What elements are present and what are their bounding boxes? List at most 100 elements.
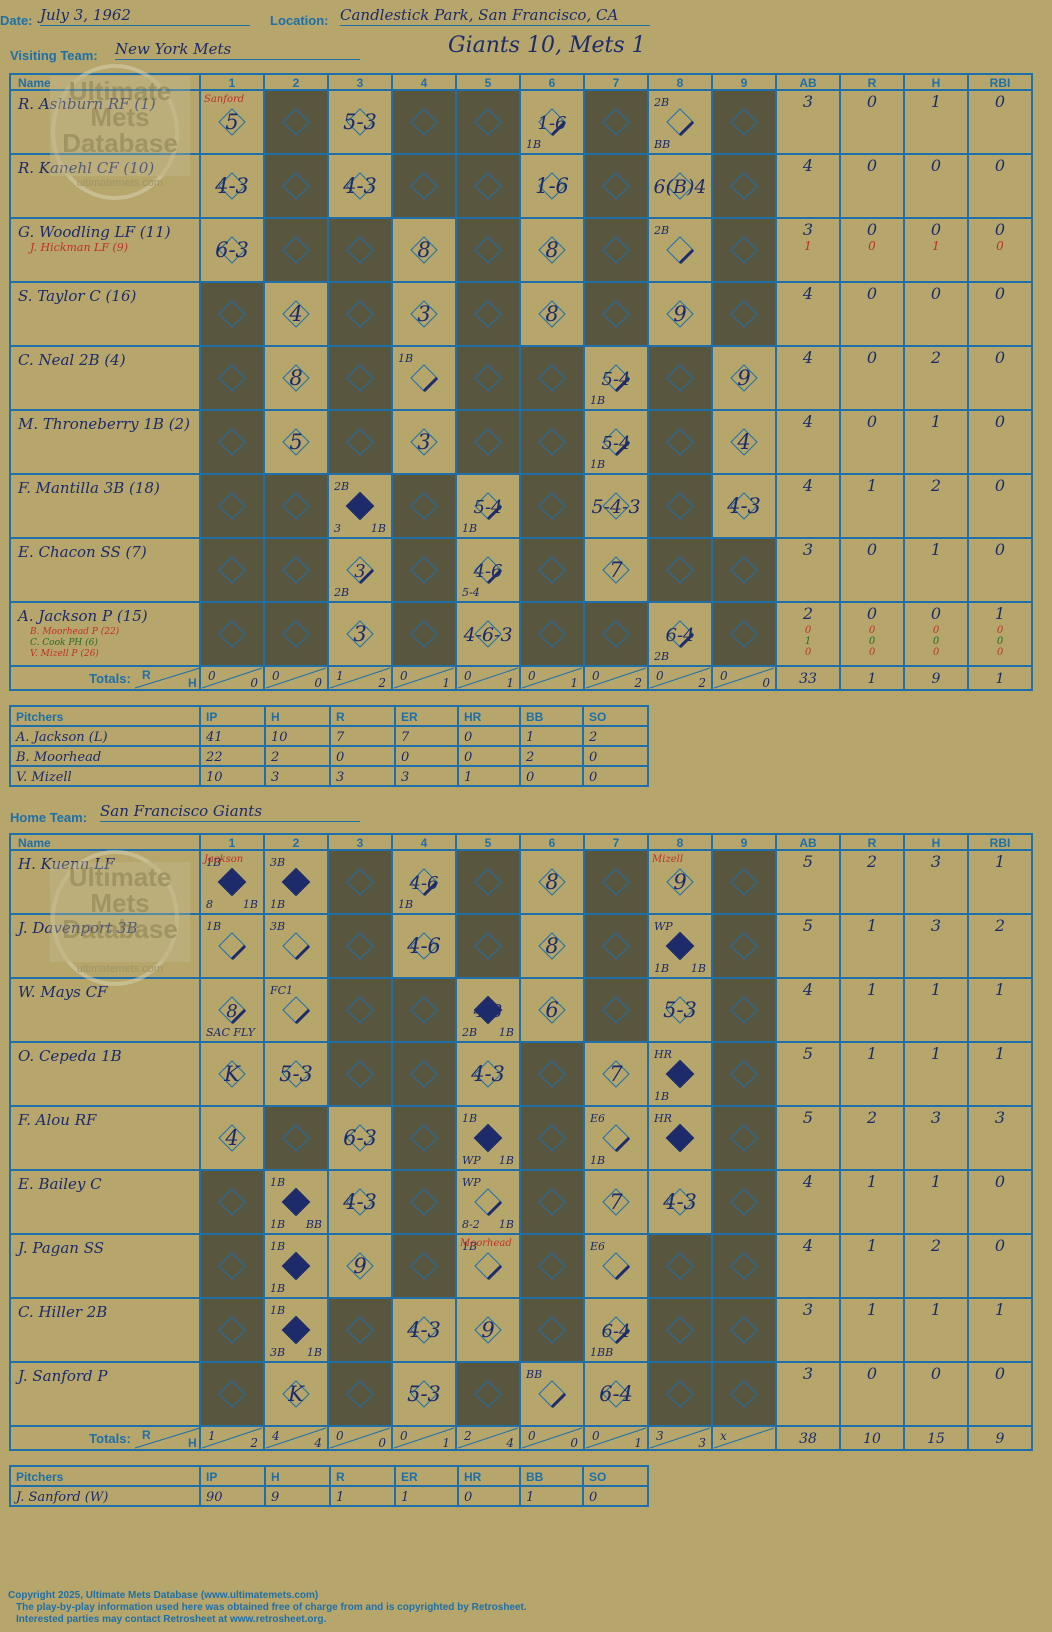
inning-runs: 0 xyxy=(528,669,536,683)
empty-inning-cell xyxy=(520,410,584,474)
play-notation: 1B xyxy=(462,522,477,535)
base-diamond xyxy=(218,1316,246,1344)
inning-header-2: 2 xyxy=(293,836,300,850)
inning-hits: 4 xyxy=(313,1436,322,1450)
base-diamond xyxy=(666,236,694,264)
empty-inning-cell xyxy=(392,538,456,602)
base-diamond xyxy=(346,172,374,200)
pitchers-header: BB xyxy=(526,710,544,724)
inning-runs: 0 xyxy=(272,669,280,683)
base-diamond xyxy=(538,996,566,1024)
location-value: Candlestick Park, San Francisco, CA xyxy=(340,6,650,26)
base-diamond xyxy=(602,300,630,328)
inning-runs: 0 xyxy=(336,1429,344,1443)
visitors-pitchers-table: Pitchers IP H R ER HR BB SOA. Jackson (L) 41 10 7 7… xyxy=(9,705,649,787)
empty-inning-cell xyxy=(200,538,264,602)
player-stat-r: 0 xyxy=(867,156,877,175)
name-column-header: Name xyxy=(18,76,51,90)
player-stat-h: 2 xyxy=(930,348,941,367)
base-diamond xyxy=(282,300,310,328)
base-diamond xyxy=(282,236,310,264)
empty-inning-cell xyxy=(328,282,392,346)
base-diamond xyxy=(538,172,566,200)
inning-header-5: 5 xyxy=(485,836,492,850)
play-notation: 3B xyxy=(270,1346,285,1359)
player-stat-h: 0 xyxy=(931,156,941,175)
player-name: E. Bailey C xyxy=(17,1175,102,1193)
inning-hits: 0 xyxy=(314,676,322,690)
player-stat-r: 2 xyxy=(866,1108,877,1127)
substitute-name: C. Cook PH (6) xyxy=(30,637,98,648)
empty-inning-cell xyxy=(712,1042,776,1106)
play-notation: WP xyxy=(462,1154,481,1167)
basepath-mark xyxy=(614,1264,631,1281)
inning-runs: 2 xyxy=(463,1429,472,1443)
player-stat-h: 1 xyxy=(931,980,941,999)
pitcher-stat: 3 xyxy=(271,770,279,785)
run-scored-diamond xyxy=(473,1123,503,1153)
base-diamond xyxy=(410,108,438,136)
base-diamond xyxy=(218,236,246,264)
empty-inning-cell xyxy=(328,850,392,914)
inning-runs: 4 xyxy=(271,1429,280,1443)
base-diamond xyxy=(730,172,758,200)
inning-header-1: 1 xyxy=(229,76,236,90)
empty-inning-cell xyxy=(520,1042,584,1106)
play-notation: 1B xyxy=(462,1112,477,1125)
base-diamond xyxy=(474,300,502,328)
play-notation: 7 xyxy=(609,1190,623,1214)
inning-header-9: 9 xyxy=(741,836,748,850)
base-diamond xyxy=(666,492,694,520)
inning-hits: 1 xyxy=(570,676,578,690)
pitcher-name: A. Jackson (L) xyxy=(15,730,108,745)
home-team-value: San Francisco Giants xyxy=(100,802,360,822)
player-name: M. Throneberry 1B (2) xyxy=(17,415,190,433)
base-diamond xyxy=(666,996,694,1024)
empty-inning-cell xyxy=(392,1170,456,1234)
play-notation: 3 xyxy=(417,430,430,454)
play-notation: 5 xyxy=(289,430,302,454)
play-notation: 8 xyxy=(206,898,213,911)
base-diamond xyxy=(730,1124,758,1152)
empty-inning-cell xyxy=(712,1362,776,1426)
pitcher-stat: 2 xyxy=(270,750,279,765)
player-stat-ab: 0 xyxy=(805,625,812,636)
inning-runs: 3 xyxy=(656,1429,664,1443)
player-stat-r: 0 xyxy=(869,625,876,636)
play-notation: 1B xyxy=(270,898,285,911)
base-diamond xyxy=(474,1380,502,1408)
play-notation: 3B xyxy=(270,856,285,869)
empty-inning-cell xyxy=(456,850,520,914)
base-diamond xyxy=(602,108,630,136)
player-stat-ab: 3 xyxy=(803,92,813,111)
basepath-mark xyxy=(678,632,695,649)
play-notation: 2B xyxy=(653,96,669,109)
empty-inning-cell xyxy=(648,1298,712,1362)
play-notation: 5-4-3 xyxy=(591,496,640,518)
empty-inning-cell xyxy=(520,346,584,410)
inning-header-7: 7 xyxy=(613,836,620,850)
base-diamond xyxy=(666,1380,694,1408)
basepath-mark xyxy=(294,944,311,961)
base-diamond xyxy=(474,108,502,136)
player-name: C. Hiller 2B xyxy=(18,1303,107,1321)
player-stat-h: 1 xyxy=(931,92,941,111)
empty-inning-cell xyxy=(264,218,328,282)
play-notation: 9 xyxy=(353,1254,366,1278)
team-total-stat: 9 xyxy=(932,671,941,687)
player-stat-h: 2 xyxy=(930,1236,941,1255)
play-notation: 4-6 xyxy=(406,934,441,958)
empty-inning-cell xyxy=(200,1234,264,1298)
base-diamond xyxy=(218,1188,246,1216)
totals-slash xyxy=(134,667,201,689)
base-diamond xyxy=(730,108,758,136)
basepath-mark xyxy=(614,376,631,393)
play-notation: 1B xyxy=(654,962,669,975)
empty-inning-cell xyxy=(392,90,456,154)
totals-slash xyxy=(393,1427,455,1449)
player-stat-h: 0 xyxy=(933,647,940,658)
empty-inning-cell xyxy=(200,282,264,346)
base-diamond xyxy=(538,1252,566,1280)
base-diamond xyxy=(538,868,566,896)
